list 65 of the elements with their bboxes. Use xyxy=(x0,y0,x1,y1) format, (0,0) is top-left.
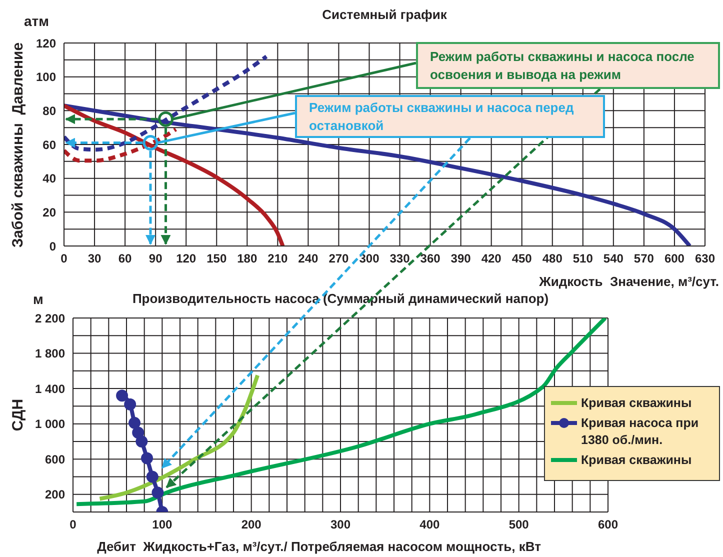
point xyxy=(124,398,136,410)
y-tick-label: 2 200 xyxy=(34,311,66,326)
callout-box: Режим работы скважины и насоса после освоения и вывода на режим xyxy=(416,42,720,89)
x-tick-label: 510 xyxy=(572,252,594,266)
y-tick-label: 20 xyxy=(42,205,56,220)
callout-box: Режим работы скважины и насоса перед остановкой xyxy=(295,95,605,138)
annotation: Режим работы скважины и насоса после освоения и вывода на режим xyxy=(430,48,696,84)
x-tick-label: 500 xyxy=(508,518,530,532)
y-tick-label: 1 400 xyxy=(34,382,66,396)
y-axis-title: Забой скважины Давление xyxy=(10,42,26,248)
x-tick-label: 90 xyxy=(148,252,163,266)
y-tick-label: 40 xyxy=(42,172,56,186)
x-tick-label: 450 xyxy=(512,252,532,266)
x-tick-label: 270 xyxy=(328,252,350,266)
chart-title: Системный график xyxy=(322,7,447,22)
y-tick-label: 120 xyxy=(36,36,56,50)
x-tick-label: 30 xyxy=(88,252,102,266)
x-tick-label: 100 xyxy=(152,518,172,532)
x-tick-label: 480 xyxy=(542,252,563,266)
x-tick-label: 150 xyxy=(206,252,227,266)
text: м xyxy=(33,291,44,307)
point xyxy=(132,426,144,439)
x-tick-label: 300 xyxy=(330,518,351,532)
y-tick-label: 1 000 xyxy=(34,417,66,432)
point xyxy=(128,416,141,429)
x-tick-label: 420 xyxy=(481,252,502,266)
x-axis-title: Дебит Жидкость+Газ, м³/сут./ Потребляемая насосом мощность, кВт xyxy=(96,539,542,554)
x-tick-label: 0 xyxy=(70,518,77,532)
x-tick-label: 300 xyxy=(359,252,380,266)
point xyxy=(116,390,128,402)
y-tick-label: 600 xyxy=(44,452,66,466)
y-tick-label: 100 xyxy=(36,70,56,84)
y-tick-label: 1 800 xyxy=(34,346,66,361)
x-tick-label: 400 xyxy=(420,518,440,532)
x-tick-label: 240 xyxy=(298,252,319,266)
point xyxy=(141,452,154,464)
y-axis-title: СДН xyxy=(10,398,26,432)
point xyxy=(152,486,164,499)
point xyxy=(146,470,158,483)
x-tick-label: 630 xyxy=(694,252,716,266)
x-tick-label: 600 xyxy=(664,252,685,266)
line-series xyxy=(64,104,285,246)
x-tick-label: 390 xyxy=(450,252,472,266)
x-axis-title: Жидкость Значение, м³/сут. xyxy=(539,274,719,289)
line-series xyxy=(98,373,260,501)
y-tick-label: 60 xyxy=(42,138,56,152)
x-tick-label: 570 xyxy=(634,252,654,266)
x-tick-label: 120 xyxy=(176,252,196,266)
x-tick-label: 600 xyxy=(598,518,618,532)
x-tick-label: 180 xyxy=(237,252,258,266)
x-tick-label: 540 xyxy=(603,252,624,266)
legend-label: Кривая насоса при 1380 об./мин. xyxy=(581,415,700,449)
x-tick-label: 60 xyxy=(118,252,132,266)
text: атм xyxy=(24,13,49,29)
legend-label: Кривая скважины xyxy=(581,452,693,469)
annotation: Режим работы скважины и насоса перед остановкой xyxy=(309,98,575,134)
x-tick-label: 210 xyxy=(268,252,288,266)
y-tick-label: 80 xyxy=(42,104,56,118)
legend-label: Кривая скважины xyxy=(581,395,693,412)
y-tick-label: 0 xyxy=(49,239,56,254)
point xyxy=(136,435,148,448)
x-tick-label: 360 xyxy=(420,252,441,266)
y-tick-label: 200 xyxy=(44,488,66,502)
x-tick-label: 330 xyxy=(390,252,410,266)
x-tick-label: 200 xyxy=(241,518,262,532)
